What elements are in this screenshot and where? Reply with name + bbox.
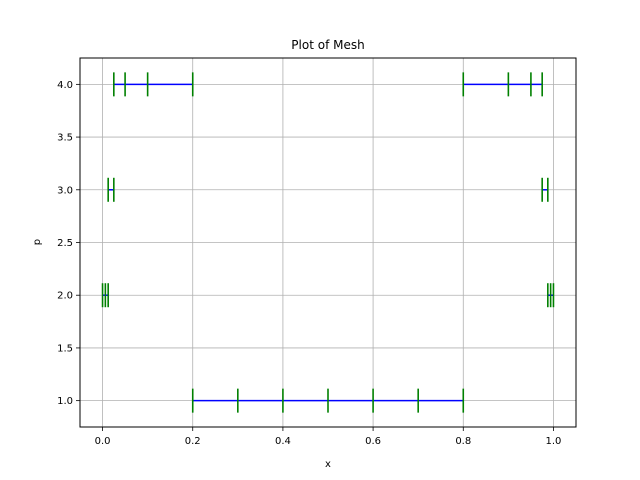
x-tick-label: 0.8 (455, 436, 471, 447)
x-tick-label: 0.4 (275, 436, 291, 447)
x-tick-label: 1.0 (546, 436, 562, 447)
y-axis-label: p (32, 239, 43, 245)
x-axis: 0.0 0.2 0.4 0.6 0.8 1.0 (95, 427, 562, 447)
x-tick-label: 0.0 (95, 436, 111, 447)
x-tick-label: 0.6 (365, 436, 381, 447)
y-tick-label: 2.0 (57, 291, 73, 302)
x-axis-label: x (325, 459, 331, 470)
plot-marks (101, 72, 555, 413)
y-tick-label: 1.0 (57, 396, 73, 407)
y-tick-label: 1.5 (57, 343, 73, 354)
x-tick-label: 0.2 (185, 436, 201, 447)
y-tick-label: 3.5 (57, 133, 73, 144)
y-tick-label: 3.0 (57, 185, 73, 196)
grid (80, 58, 576, 427)
chart-title: Plot of Mesh (291, 38, 364, 52)
y-tick-label: 2.5 (57, 238, 73, 249)
y-axis: 1.0 1.5 2.0 2.5 3.0 3.5 4.0 (57, 80, 80, 407)
y-tick-label: 4.0 (57, 80, 73, 91)
